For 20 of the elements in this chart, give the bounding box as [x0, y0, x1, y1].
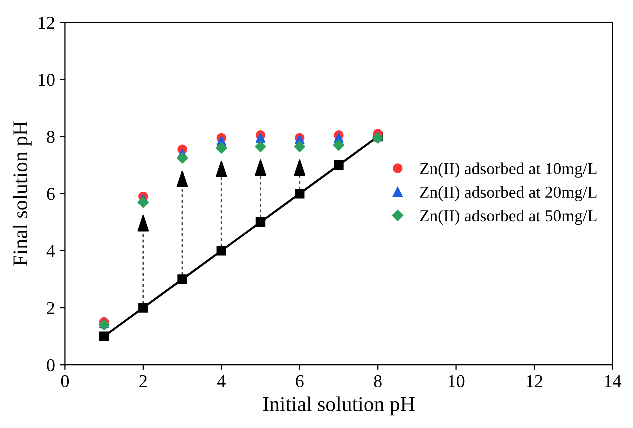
x-tick-label: 14 [605, 375, 622, 388]
y-tick-label: 6 [47, 188, 55, 200]
y-tick-label: 4 [46, 245, 56, 258]
y-tick-label: 8 [47, 131, 55, 144]
legend-label: Zn(II) adsorbed at 50mg/L [420, 210, 597, 226]
x-tick-label: 2 [140, 375, 147, 388]
x-axis-title: Initial solution pH [263, 396, 415, 416]
y-axis-title: Final solution pH [12, 122, 32, 266]
x-tick-label: 4 [217, 375, 226, 388]
x-tick-label: 10 [448, 375, 465, 388]
x-tick-label: 6 [296, 375, 304, 388]
legend-label: Zn(II) adsorbed at 20mg/L [420, 186, 597, 202]
x-tick-label: 12 [527, 375, 543, 388]
y-tick-label: 12 [39, 16, 54, 29]
y-tick-label: 2 [47, 302, 54, 314]
x-tick-label: 0 [61, 375, 70, 388]
x-tick-label: 8 [374, 375, 382, 388]
y-tick-label: 0 [47, 359, 55, 372]
y-tick-label: 10 [39, 74, 55, 86]
legend-label: Zn(II) adsorbed at 10mg/L [420, 162, 597, 178]
